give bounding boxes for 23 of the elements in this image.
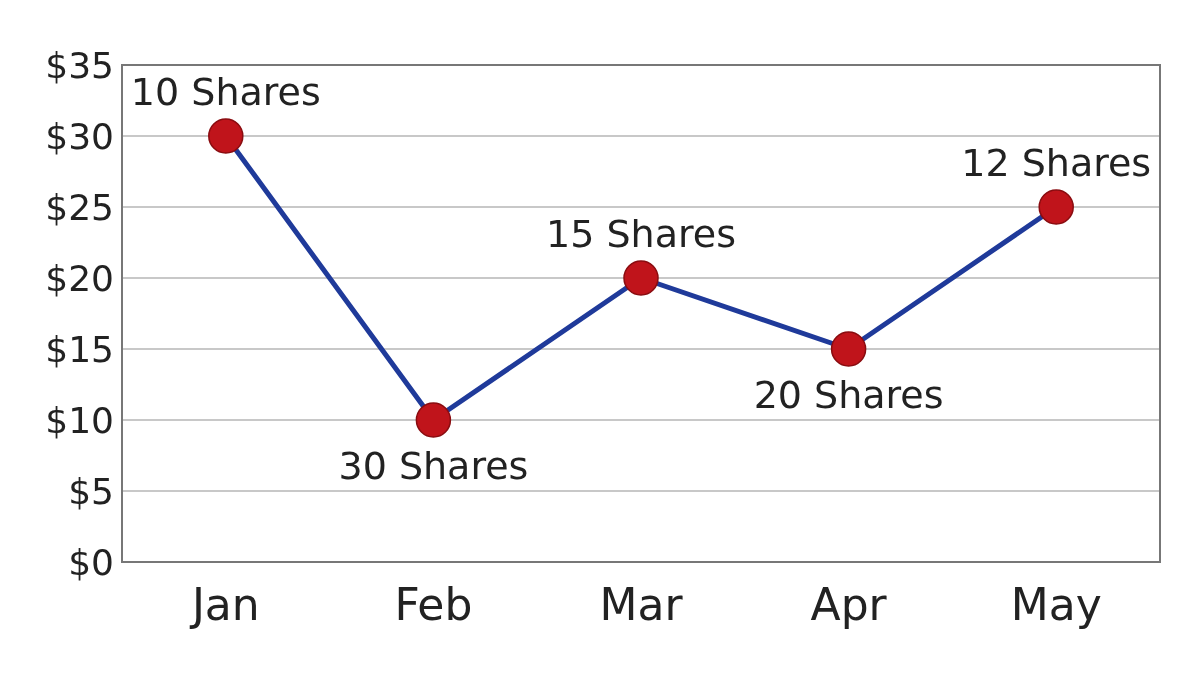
y-tick-label: $0	[68, 541, 114, 583]
x-tick-label: May	[1010, 578, 1102, 630]
point	[208, 118, 244, 154]
y-tick-label: $35	[45, 44, 114, 86]
point	[415, 402, 452, 438]
y-tick-label: $25	[45, 186, 114, 228]
y-tick-label: $5	[68, 470, 114, 512]
x-tick-label: Mar	[599, 578, 684, 630]
y-tick-label: $10	[45, 399, 114, 441]
point	[1038, 189, 1074, 225]
annotation: 20 Shares	[753, 373, 944, 417]
x-tick-label: Feb	[394, 578, 473, 630]
annotation: 30 Shares	[338, 444, 529, 488]
annotation: 12 Shares	[961, 141, 1152, 185]
point	[830, 331, 867, 367]
x-tick-label: Apr	[810, 578, 888, 630]
annotation: 15 Shares	[546, 212, 736, 256]
annotation: 10 Shares	[130, 70, 321, 114]
y-tick-label: $15	[45, 328, 114, 370]
y-tick-label: $30	[45, 115, 114, 157]
y-tick-label: $20	[45, 257, 114, 299]
x-tick-label: Jan	[188, 578, 260, 630]
point	[623, 260, 659, 296]
